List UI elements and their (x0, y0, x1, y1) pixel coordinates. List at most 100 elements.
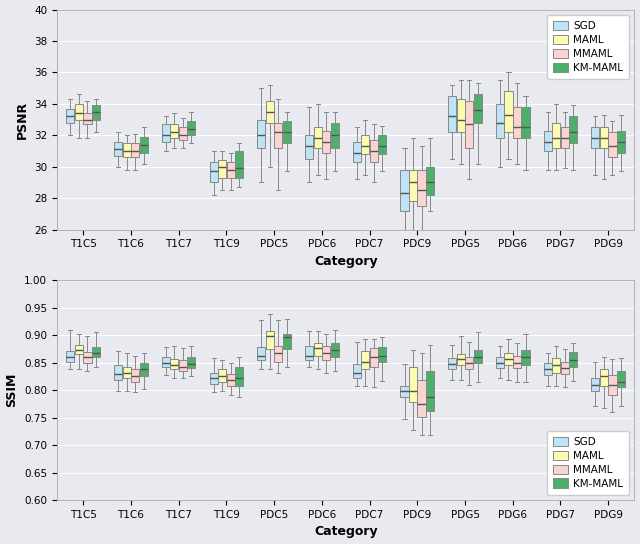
PathPatch shape (275, 346, 282, 362)
PathPatch shape (75, 104, 83, 120)
PathPatch shape (457, 99, 465, 132)
PathPatch shape (331, 123, 339, 148)
PathPatch shape (92, 106, 100, 120)
PathPatch shape (504, 91, 513, 132)
PathPatch shape (409, 170, 417, 201)
PathPatch shape (67, 109, 74, 123)
PathPatch shape (609, 132, 616, 157)
PathPatch shape (474, 350, 482, 363)
X-axis label: Category: Category (314, 255, 378, 268)
PathPatch shape (370, 140, 378, 162)
PathPatch shape (457, 354, 465, 366)
PathPatch shape (417, 380, 426, 417)
PathPatch shape (513, 356, 521, 368)
PathPatch shape (426, 166, 434, 195)
PathPatch shape (543, 131, 552, 151)
PathPatch shape (513, 107, 521, 138)
PathPatch shape (114, 141, 122, 156)
PathPatch shape (401, 386, 408, 397)
PathPatch shape (83, 351, 92, 363)
PathPatch shape (522, 107, 529, 138)
PathPatch shape (235, 151, 243, 178)
PathPatch shape (218, 369, 226, 382)
PathPatch shape (275, 123, 282, 148)
PathPatch shape (170, 124, 179, 138)
PathPatch shape (561, 127, 569, 148)
PathPatch shape (314, 127, 322, 148)
Legend: SGD, MAML, MMAML, KM-MAML: SGD, MAML, MMAML, KM-MAML (547, 15, 629, 79)
PathPatch shape (305, 346, 313, 360)
PathPatch shape (179, 127, 187, 140)
PathPatch shape (370, 348, 378, 367)
PathPatch shape (83, 113, 92, 124)
Y-axis label: SSIM: SSIM (6, 373, 19, 407)
PathPatch shape (218, 160, 226, 178)
PathPatch shape (131, 369, 140, 382)
PathPatch shape (378, 347, 387, 362)
PathPatch shape (314, 343, 322, 356)
PathPatch shape (162, 357, 170, 367)
PathPatch shape (331, 343, 339, 357)
PathPatch shape (131, 143, 140, 157)
PathPatch shape (179, 360, 187, 371)
PathPatch shape (426, 371, 434, 411)
PathPatch shape (283, 121, 291, 143)
PathPatch shape (266, 331, 274, 349)
PathPatch shape (322, 346, 330, 360)
PathPatch shape (114, 366, 122, 380)
PathPatch shape (123, 367, 131, 378)
PathPatch shape (465, 357, 474, 369)
PathPatch shape (617, 371, 625, 387)
PathPatch shape (600, 127, 608, 148)
PathPatch shape (522, 350, 529, 366)
PathPatch shape (617, 131, 625, 152)
PathPatch shape (552, 358, 560, 373)
PathPatch shape (543, 363, 552, 375)
PathPatch shape (322, 131, 330, 152)
PathPatch shape (266, 101, 274, 123)
Y-axis label: PSNR: PSNR (15, 101, 28, 139)
PathPatch shape (378, 135, 387, 154)
PathPatch shape (361, 135, 369, 154)
X-axis label: Category: Category (314, 526, 378, 539)
PathPatch shape (552, 123, 560, 148)
PathPatch shape (67, 350, 74, 362)
PathPatch shape (188, 357, 195, 368)
PathPatch shape (591, 127, 600, 148)
PathPatch shape (209, 162, 218, 182)
PathPatch shape (353, 364, 361, 378)
PathPatch shape (227, 374, 235, 386)
Legend: SGD, MAML, MMAML, KM-MAML: SGD, MAML, MMAML, KM-MAML (547, 431, 629, 495)
PathPatch shape (591, 378, 600, 391)
PathPatch shape (257, 120, 266, 148)
PathPatch shape (569, 351, 577, 367)
PathPatch shape (448, 358, 456, 369)
PathPatch shape (401, 170, 408, 211)
PathPatch shape (75, 344, 83, 355)
PathPatch shape (92, 347, 100, 357)
PathPatch shape (140, 137, 148, 152)
PathPatch shape (162, 124, 170, 141)
PathPatch shape (353, 141, 361, 162)
PathPatch shape (600, 369, 608, 386)
PathPatch shape (409, 367, 417, 402)
PathPatch shape (474, 95, 482, 123)
PathPatch shape (569, 116, 577, 143)
PathPatch shape (305, 135, 313, 159)
PathPatch shape (209, 373, 218, 384)
PathPatch shape (188, 121, 195, 135)
PathPatch shape (227, 162, 235, 178)
PathPatch shape (140, 363, 148, 376)
PathPatch shape (123, 143, 131, 157)
PathPatch shape (257, 347, 266, 360)
PathPatch shape (283, 333, 291, 349)
PathPatch shape (170, 360, 179, 369)
PathPatch shape (235, 367, 243, 386)
PathPatch shape (561, 362, 569, 374)
PathPatch shape (361, 350, 369, 369)
PathPatch shape (504, 353, 513, 366)
PathPatch shape (496, 104, 504, 138)
PathPatch shape (609, 375, 616, 394)
PathPatch shape (417, 170, 426, 206)
PathPatch shape (448, 96, 456, 132)
